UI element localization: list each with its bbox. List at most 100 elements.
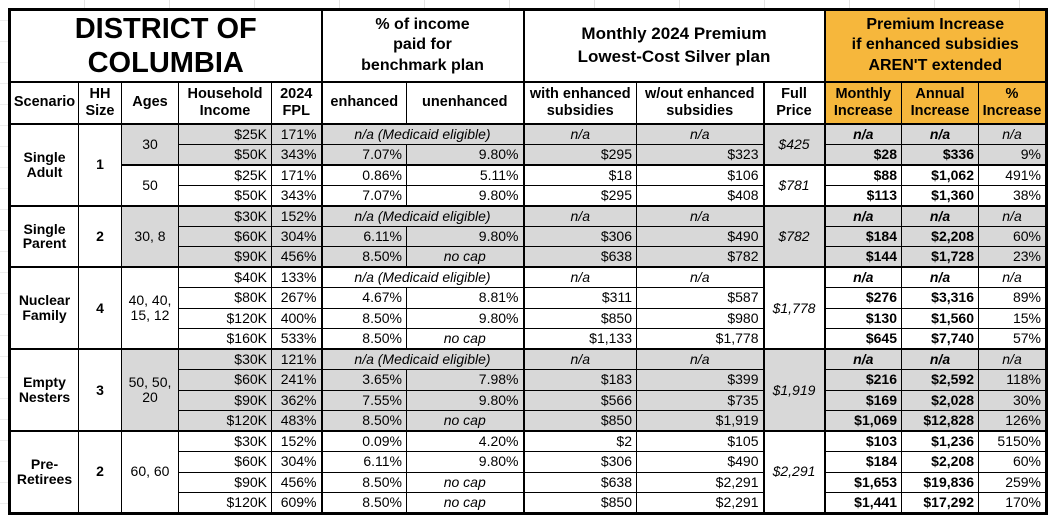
cell-monthly-increase: n/a xyxy=(823,122,902,145)
cell-enhanced: 8.50% xyxy=(320,410,407,432)
cell-hh-size: 4 xyxy=(78,266,122,350)
cell-pct-increase: 5150% xyxy=(978,430,1047,452)
cell-ages: 50, 50, 20 xyxy=(121,348,179,432)
cell-income: $25K xyxy=(178,122,272,145)
col-header-pct-increase: % Increase xyxy=(978,81,1047,125)
table-row: $90K 456% 8.50% no cap $638 $782 $144 $1… xyxy=(9,246,1047,268)
scenario-label: Nuclear Family xyxy=(9,266,79,350)
group-header-benchmark: % of income paid for benchmark plan xyxy=(320,9,524,83)
cell-fpl: 152% xyxy=(271,430,322,452)
cell-with-subsidies: $1,133 xyxy=(522,328,637,350)
table-row: $80K 267% 4.67% 8.81% $311 $587 $276 $3,… xyxy=(10,287,1047,309)
cell-wout-subsidies: $587 xyxy=(636,287,764,309)
cell-enhanced: 8.50% xyxy=(320,328,407,350)
cell-annual-increase: n/a xyxy=(901,204,979,227)
cell-full-price: $425 xyxy=(762,122,825,165)
table-row: $50K 343% 7.07% 9.80% $295 $408 $113 $1,… xyxy=(10,184,1047,206)
cell-monthly-increase: $1,653 xyxy=(823,471,902,493)
cell-unenhanced: 4.20% xyxy=(406,430,524,452)
cell-with-subsidies: $566 xyxy=(522,389,637,411)
cell-pct-increase: 170% xyxy=(978,492,1047,514)
cell-monthly-increase: $184 xyxy=(823,225,902,247)
cell-income: $120K xyxy=(178,492,272,514)
cell-annual-increase: $1,360 xyxy=(901,184,979,206)
cell-monthly-increase: $645 xyxy=(823,328,902,350)
table-row: Single Adult 1 30 $25K 171% n/a (Medicai… xyxy=(9,122,1047,206)
spreadsheet-gridlines-top xyxy=(0,0,1054,8)
table-row: Pre- Retirees 2 60, 60 $30K 152% 0.09% 4… xyxy=(9,430,1047,514)
col-header-wout-subsidies: w/out enhanced subsidies xyxy=(636,81,764,125)
cell-income: $50K xyxy=(178,184,272,206)
cell-hh-size: 2 xyxy=(78,430,122,514)
cell-fpl: 304% xyxy=(271,451,322,473)
cell-wout-subsidies: $490 xyxy=(636,225,764,247)
cell-income: $120K xyxy=(178,410,272,432)
cell-unenhanced: 5.11% xyxy=(406,163,524,186)
cell-fpl: 483% xyxy=(271,410,322,432)
cell-monthly-increase: $276 xyxy=(823,287,902,309)
cell-full-price: $1,778 xyxy=(762,266,825,350)
cell-enhanced: 6.11% xyxy=(320,451,407,473)
cell-pct-increase: 23% xyxy=(978,246,1047,268)
cell-annual-increase: $2,592 xyxy=(901,369,979,391)
cell-with-subsidies: $850 xyxy=(522,410,637,432)
cell-enhanced: 7.07% xyxy=(320,143,407,165)
col-header-full-price: Full Price xyxy=(762,81,825,125)
cell-enhanced: 8.50% xyxy=(320,492,407,514)
cell-ages: 30, 8 xyxy=(121,204,179,268)
col-header-scenario: Scenario xyxy=(9,81,79,125)
scenario-label: Pre- Retirees xyxy=(9,430,79,514)
col-header-enhanced: enhanced xyxy=(320,81,407,125)
col-header-annual-increase: Annual Increase xyxy=(901,81,979,125)
cell-monthly-increase: $88 xyxy=(823,163,902,186)
cell-annual-increase: n/a xyxy=(901,348,979,370)
cell-annual-increase: $3,316 xyxy=(901,287,979,309)
cell-income: $30K xyxy=(178,348,272,370)
cell-with-subsidies: $306 xyxy=(522,225,637,247)
cell-wout-subsidies: $323 xyxy=(636,143,764,165)
cell-with-subsidies: $850 xyxy=(522,492,637,514)
cell-fpl: 609% xyxy=(271,492,322,514)
cell-unenhanced: 9.80% xyxy=(406,184,524,206)
cell-with-subsidies: n/a xyxy=(522,204,637,227)
cell-income: $60K xyxy=(178,451,272,473)
cell-full-price: $782 xyxy=(762,204,825,268)
cell-pct-increase: 118% xyxy=(978,369,1047,391)
cell-income: $90K xyxy=(178,246,272,268)
cell-fpl: 133% xyxy=(271,266,322,288)
cell-unenhanced: 9.80% xyxy=(406,225,524,247)
spreadsheet-gridlines-left xyxy=(0,0,8,515)
cell-fpl: 171% xyxy=(271,163,322,186)
cell-wout-subsidies: $490 xyxy=(636,451,764,473)
cell-fpl: 267% xyxy=(271,287,322,309)
cell-with-subsidies: $18 xyxy=(522,163,637,186)
cell-pct-increase: n/a xyxy=(978,122,1047,145)
cell-income: $160K xyxy=(178,328,272,350)
cell-monthly-increase: $184 xyxy=(823,451,902,473)
cell-hh-size: 1 xyxy=(78,122,122,206)
cell-unenhanced: no cap xyxy=(406,410,524,432)
cell-monthly-increase: n/a xyxy=(823,348,902,370)
cell-wout-subsidies: $399 xyxy=(636,369,764,391)
cell-wout-subsidies: $105 xyxy=(636,430,764,452)
cell-annual-increase: $336 xyxy=(901,143,979,165)
cell-income: $40K xyxy=(178,266,272,288)
cell-full-price: $781 xyxy=(762,163,825,206)
cell-unenhanced: 7.98% xyxy=(406,369,524,391)
header-column-row: Scenario HH Size Ages Household Income 2… xyxy=(9,81,1047,125)
cell-enhanced: 7.55% xyxy=(320,389,407,411)
cell-with-subsidies: $295 xyxy=(522,184,637,206)
cell-unenhanced: no cap xyxy=(406,492,524,514)
cell-with-subsidies: $2 xyxy=(522,430,637,452)
cell-wout-subsidies: $735 xyxy=(636,389,764,411)
cell-with-subsidies: $183 xyxy=(522,369,637,391)
col-header-fpl: 2024 FPL xyxy=(271,81,322,125)
cell-income: $120K xyxy=(178,307,272,329)
cell-wout-subsidies: $1,919 xyxy=(636,410,764,432)
cell-medicaid-note: n/a (Medicaid eligible) xyxy=(320,204,524,227)
cell-fpl: 400% xyxy=(271,307,322,329)
cell-enhanced: 0.09% xyxy=(320,430,407,452)
cell-wout-subsidies: $2,291 xyxy=(636,492,764,514)
col-header-monthly-increase: Monthly Increase xyxy=(823,81,902,125)
cell-fpl: 343% xyxy=(271,143,322,165)
